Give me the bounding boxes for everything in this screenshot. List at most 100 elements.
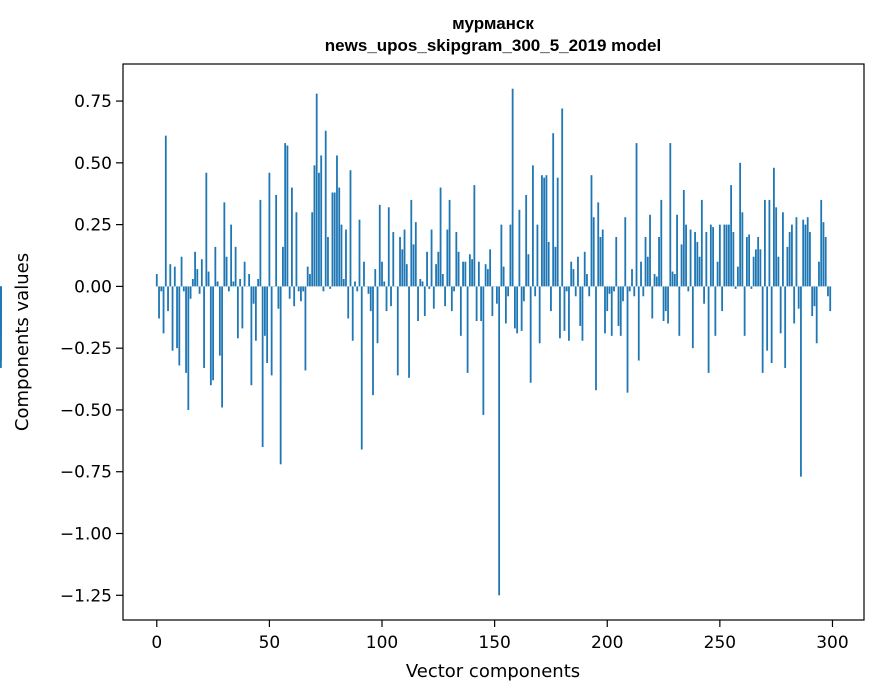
bar-121 — [428, 286, 431, 289]
bar-94 — [367, 286, 370, 294]
bar-255 — [730, 185, 733, 287]
bar-113 — [410, 199, 413, 287]
bar-22 — [205, 172, 208, 287]
bar-235 — [685, 224, 687, 287]
bar-167 — [532, 165, 534, 287]
bar-162 — [520, 286, 523, 331]
bar-233 — [680, 244, 683, 287]
bar-43 — [252, 286, 255, 304]
bar-272 — [768, 199, 771, 287]
bar-48 — [263, 286, 266, 336]
bar-155 — [504, 286, 507, 324]
bar-264 — [750, 286, 753, 289]
bar-247 — [712, 227, 714, 287]
bar-232 — [678, 286, 681, 336]
bar-37 — [239, 278, 242, 287]
bar-74 — [322, 286, 325, 292]
bar-109 — [401, 249, 404, 287]
bar-224 — [660, 199, 663, 287]
bar-202 — [610, 286, 613, 336]
bar-21 — [203, 286, 205, 368]
bar-88 — [354, 281, 356, 287]
bar-86 — [349, 170, 352, 287]
bar-111 — [405, 264, 408, 287]
bar-103 — [387, 207, 390, 287]
bar-251 — [721, 286, 724, 312]
y-tick-label: 0.00 — [74, 277, 112, 297]
bar-27 — [216, 281, 219, 287]
y-tick-label: 0.50 — [74, 154, 112, 174]
bar-156 — [507, 286, 510, 297]
bar-206 — [619, 286, 622, 336]
bar-143 — [477, 261, 480, 287]
bar-55 — [279, 286, 282, 465]
bar-89 — [356, 286, 359, 292]
bar-178 — [556, 177, 559, 287]
bar-101 — [383, 281, 386, 287]
bar-53 — [275, 194, 278, 287]
bar-239 — [694, 232, 696, 287]
bar-76 — [327, 236, 329, 287]
bar-145 — [482, 286, 485, 415]
bar-200 — [606, 286, 609, 312]
bar-281 — [788, 232, 791, 287]
bar-238 — [691, 286, 694, 349]
bar-146 — [484, 264, 487, 287]
bar-2 — [160, 286, 163, 292]
bar-219 — [649, 214, 651, 287]
bar-243 — [703, 286, 705, 304]
bar-259 — [739, 162, 742, 287]
bar-1 — [158, 286, 160, 319]
bar-180 — [561, 108, 564, 287]
bar-275 — [775, 207, 778, 287]
bar-210 — [628, 286, 631, 292]
bar-237 — [689, 229, 692, 287]
bar-225 — [662, 286, 665, 321]
bar-199 — [604, 286, 606, 334]
bar-8 — [173, 266, 176, 287]
bar-196 — [597, 202, 600, 287]
bar-112 — [408, 286, 410, 378]
bar-244 — [705, 232, 708, 287]
bar-14 — [187, 286, 190, 410]
bar-208 — [624, 217, 627, 287]
bar-82 — [340, 224, 343, 287]
y-axis: 0.75 0.50 0.25 0.00 −0.25 −0.50 −0.75 −1.00 −1.2… — [60, 92, 123, 606]
x-axis-label: Vector components — [406, 661, 580, 682]
bar-192 — [588, 286, 591, 297]
y-tick-label: −1.25 — [60, 586, 112, 606]
bar-296 — [822, 222, 825, 287]
bar-231 — [676, 214, 678, 287]
x-tick-label: 100 — [366, 633, 398, 653]
bar-170 — [538, 286, 541, 344]
y-tick-label: −0.75 — [60, 463, 112, 483]
bar-84 — [345, 229, 347, 287]
bar-83 — [342, 278, 345, 287]
x-tick-label: 0 — [151, 633, 162, 653]
bar-248 — [714, 286, 717, 336]
bar-169 — [536, 224, 539, 287]
bar-15 — [189, 286, 192, 299]
bar-63 — [297, 286, 300, 292]
bar-174 — [547, 241, 550, 287]
bar-299 — [829, 286, 832, 312]
bar-17 — [194, 251, 196, 287]
bar-44 — [254, 286, 257, 341]
bar-117 — [419, 278, 422, 287]
bar-71 — [315, 93, 318, 287]
bar-31 — [225, 256, 228, 287]
bar-186 — [574, 286, 577, 297]
bar-49 — [266, 286, 269, 363]
bar-194 — [592, 217, 595, 287]
bar-291 — [811, 286, 814, 317]
chart-subtitle: news_upos_skipgram_300_5_2019 model — [325, 36, 661, 55]
bar-177 — [554, 246, 557, 287]
bar-98 — [376, 286, 379, 344]
bar-158 — [511, 88, 514, 287]
bar-3 — [162, 286, 165, 334]
bar-287 — [802, 219, 805, 287]
bar-198 — [601, 229, 604, 287]
bar-204 — [615, 236, 618, 287]
bar-100 — [381, 261, 383, 287]
bar-164 — [525, 194, 528, 287]
